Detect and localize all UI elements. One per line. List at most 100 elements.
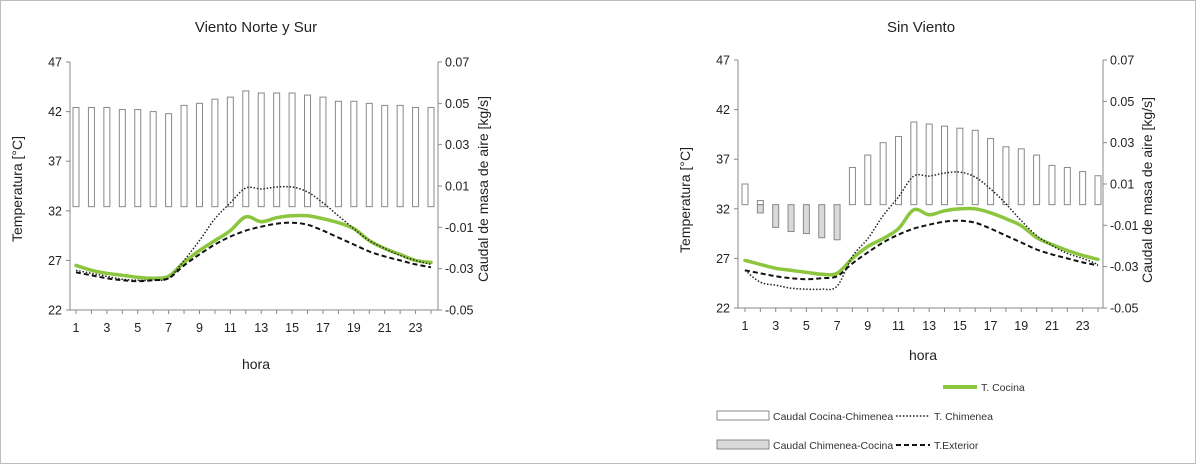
legend-label-t-exterior: T.Exterior: [934, 440, 979, 452]
y2-tick-label: -0.01: [445, 221, 474, 235]
y2-tick-label: 0.05: [1110, 95, 1134, 109]
y2-axis-label: Caudal de masa de aire [kg/s]: [475, 96, 491, 282]
bar-caudal-cocina-chimenea: [350, 100, 358, 208]
bar-caudal-cocina-chimenea: [1048, 164, 1056, 206]
bar-caudal-chimenea-cocina: [833, 204, 841, 241]
y2-tick-label: 0.05: [445, 97, 469, 111]
y2-tick-label: -0.01: [1110, 219, 1139, 233]
y2-tick-label: 0.07: [445, 56, 469, 70]
bar-caudal-cocina-chimenea: [910, 121, 918, 206]
bar-caudal-cocina-chimenea: [257, 92, 265, 208]
y2-tick-label: 0.03: [1110, 136, 1134, 150]
y2-tick-label: -0.05: [1110, 302, 1139, 316]
bar-caudal-cocina-chimenea: [894, 135, 902, 206]
bar-caudal-cocina-chimenea: [1033, 154, 1041, 206]
line-t-cocina: [74, 213, 433, 281]
bar-caudal-cocina-chimenea: [396, 104, 404, 208]
legend-label-caudal-chimenea-cocina: Caudal Chimenea-Cocina: [773, 440, 893, 452]
bar-caudal-cocina-chimenea: [864, 154, 872, 206]
x-tick-label: 7: [165, 321, 172, 335]
x-tick-label: 11: [892, 319, 905, 333]
x-tick-label: 7: [834, 319, 841, 333]
x-tick-label: 19: [1014, 319, 1028, 333]
x-axis-label: hora: [909, 347, 937, 363]
legend-item-t-exterior: T.Exterior: [896, 440, 979, 452]
x-tick-label: 5: [134, 321, 141, 335]
bar-caudal-cocina-chimenea: [741, 183, 749, 206]
legend: T. Cocina Caudal Cocina-Chimenea T. Chim…: [716, 382, 1025, 452]
x-tick-label: 5: [803, 319, 810, 333]
bar-caudal-cocina-chimenea: [381, 104, 389, 208]
y-tick-label: 22: [48, 304, 62, 318]
y-tick-label: 47: [716, 54, 730, 68]
legend-item-caudal-chimenea-cocina: Caudal Chimenea-Cocina: [716, 439, 893, 452]
bar-caudal-chimenea-cocina: [818, 204, 826, 239]
bar-caudal-cocina-chimenea: [319, 96, 327, 208]
y2-tick-label: 0.07: [1110, 54, 1134, 68]
x-tick-label: 19: [347, 321, 361, 335]
bar-caudal-cocina-chimenea: [149, 111, 157, 208]
bar-caudal-cocina-chimenea: [987, 138, 995, 206]
x-tick-label: 13: [254, 321, 268, 335]
line-t-exterior: [75, 221, 432, 283]
y-tick-label: 27: [716, 252, 730, 266]
bar-caudal-cocina-chimenea: [334, 100, 342, 208]
bar-caudal-cocina-chimenea: [180, 104, 188, 208]
bar-caudal-cocina-chimenea: [412, 106, 420, 208]
y2-tick-label: -0.03: [1110, 260, 1139, 274]
chart-viento-norte-sur: Viento Norte y Sur Temperatura [°C] Caud…: [9, 19, 491, 372]
line-t-exterior: [744, 219, 1099, 281]
x-tick-label: 15: [285, 321, 299, 335]
y-tick-label: 32: [48, 204, 62, 218]
bar-caudal-cocina-chimenea: [273, 92, 281, 208]
x-tick-label: 9: [864, 319, 871, 333]
bar-caudal-chimenea-cocina: [787, 204, 795, 233]
x-tick-label: 23: [409, 321, 423, 335]
x-tick-label: 3: [772, 319, 779, 333]
y-tick-label: 37: [48, 155, 62, 169]
y-tick-label: 47: [48, 56, 62, 70]
bar-caudal-cocina-chimenea: [925, 123, 933, 206]
legend-swatch-caudal-chimenea-cocina: [716, 439, 770, 450]
bar-caudal-cocina-chimenea: [226, 96, 234, 208]
bar-caudal-cocina-chimenea: [304, 94, 312, 208]
bar-caudal-cocina-chimenea: [427, 106, 435, 208]
x-axis-label: hora: [242, 356, 270, 372]
bar-caudal-cocina-chimenea: [1063, 166, 1071, 206]
x-tick-label: 9: [196, 321, 203, 335]
bar-caudal-cocina-chimenea: [242, 90, 250, 208]
y-axis-label: Temperatura [°C]: [9, 136, 25, 242]
bar-caudal-cocina-chimenea: [941, 125, 949, 206]
y-tick-label: 42: [716, 103, 730, 117]
x-tick-label: 11: [224, 321, 237, 335]
x-tick-label: 23: [1076, 319, 1090, 333]
x-tick-label: 17: [984, 319, 998, 333]
bar-caudal-cocina-chimenea: [288, 92, 296, 208]
legend-item-t-cocina: T. Cocina: [943, 382, 1025, 394]
x-tick-label: 21: [1045, 319, 1059, 333]
bar-caudal-cocina-chimenea: [118, 109, 126, 208]
bar-caudal-cocina-chimenea: [134, 109, 142, 208]
chart-sin-viento: Sin Viento Temperatura [°C] Caudal de ma…: [677, 19, 1155, 363]
bar-caudal-chimenea-cocina: [802, 204, 810, 235]
legend-label-t-chimenea: T. Chimenea: [934, 411, 993, 423]
y2-tick-label: -0.05: [445, 304, 474, 318]
bar-caudal-cocina-chimenea: [72, 106, 80, 208]
y-tick-label: 27: [48, 254, 62, 268]
x-tick-label: 21: [378, 321, 392, 335]
bar-caudal-chimenea-cocina: [772, 204, 780, 228]
legend-swatch-caudal-cocina-chimenea: [716, 410, 770, 421]
bar-caudal-cocina-chimenea: [956, 127, 964, 206]
x-tick-label: 17: [316, 321, 330, 335]
legend-label-t-cocina: T. Cocina: [981, 382, 1025, 394]
bar-caudal-cocina-chimenea: [1017, 148, 1025, 206]
y2-tick-label: 0.03: [445, 138, 469, 152]
bar-caudal-cocina-chimenea: [879, 142, 887, 206]
x-tick-label: 15: [953, 319, 967, 333]
y2-tick-label: -0.03: [445, 262, 474, 276]
bar-caudal-cocina-chimenea: [1002, 146, 1010, 206]
legend-item-caudal-cocina-chimenea: Caudal Cocina-Chimenea: [716, 410, 893, 423]
y-tick-label: 42: [48, 105, 62, 119]
